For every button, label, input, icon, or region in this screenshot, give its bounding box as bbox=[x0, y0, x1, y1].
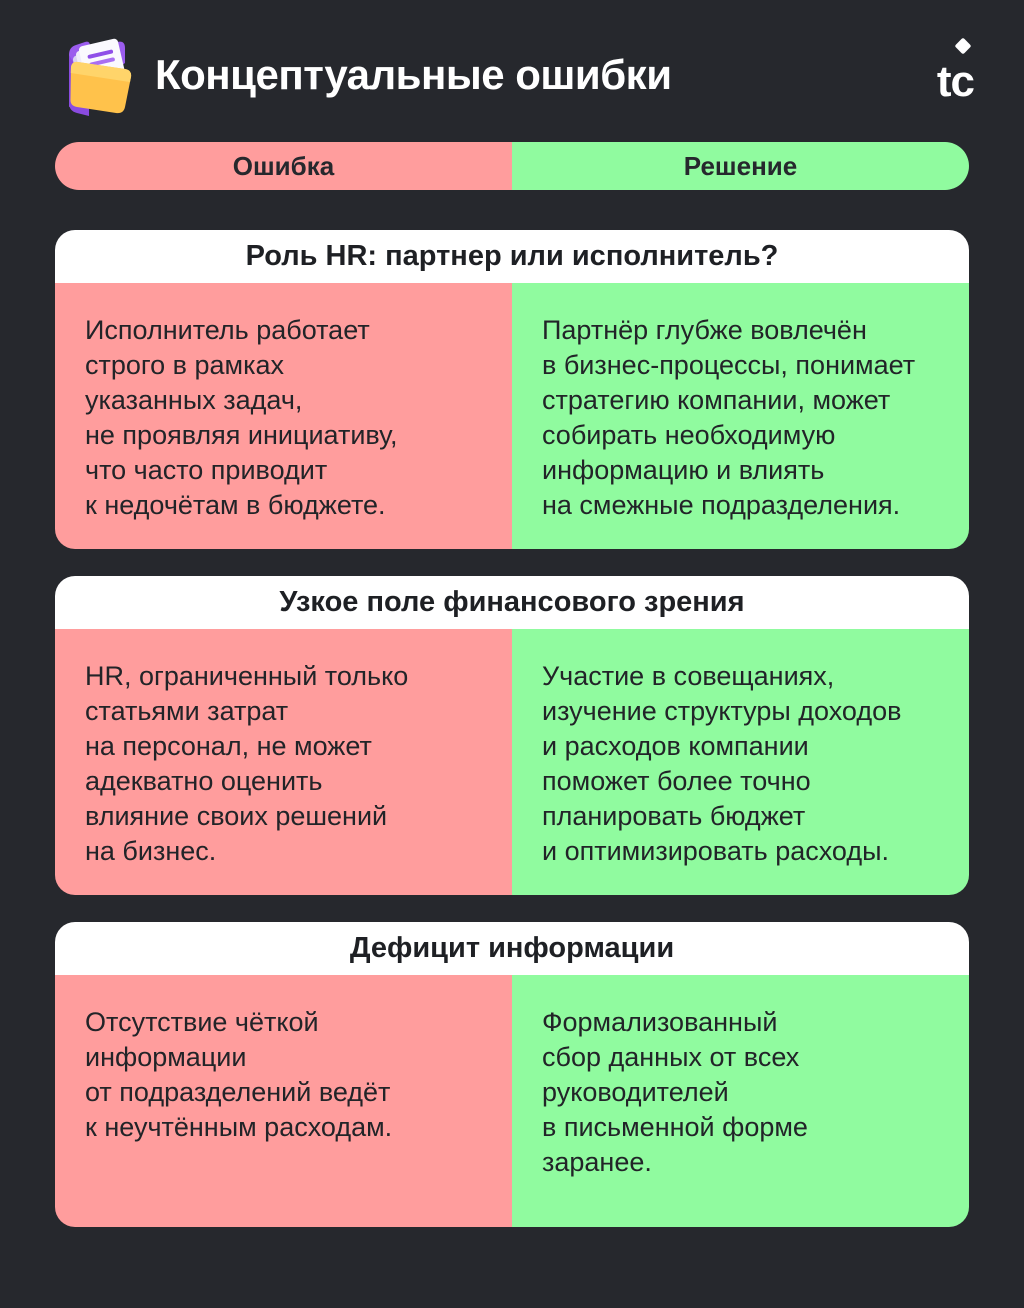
card-body: HR, ограниченный только статьями затрат … bbox=[55, 629, 969, 895]
solution-cell: Формализованный сбор данных от всех руко… bbox=[512, 975, 969, 1227]
solution-cell: Участие в совещаниях, изучение структуры… bbox=[512, 629, 969, 895]
column-header-solution: Решение bbox=[512, 142, 969, 190]
infographic-page: Концептуальные ошибки tc Ошибка Решение … bbox=[0, 28, 1024, 1308]
column-headers: Ошибка Решение bbox=[55, 142, 969, 190]
logo-text: tc bbox=[936, 57, 975, 106]
card-title: Узкое поле финансового зрения bbox=[55, 576, 969, 629]
column-header-error: Ошибка bbox=[55, 142, 512, 190]
card-body: Исполнитель работает строго в рамках ука… bbox=[55, 283, 969, 549]
card-hr-role: Роль HR: партнер или исполнитель? Исполн… bbox=[55, 230, 969, 549]
card-title: Дефицит информации bbox=[55, 922, 969, 975]
error-cell: HR, ограниченный только статьями затрат … bbox=[55, 629, 512, 895]
card-information-deficit: Дефицит информации Отсутствие чёткой инф… bbox=[55, 922, 969, 1227]
card-title: Роль HR: партнер или исполнитель? bbox=[55, 230, 969, 283]
solution-cell: Партнёр глубже вовлечён в бизнес-процесс… bbox=[512, 283, 969, 549]
folder-icon bbox=[69, 38, 132, 116]
header: Концептуальные ошибки tc bbox=[55, 28, 975, 122]
cards-list: Роль HR: партнер или исполнитель? Исполн… bbox=[55, 230, 969, 1227]
error-label: Ошибка bbox=[232, 150, 335, 181]
tc-logo: tc bbox=[936, 37, 975, 106]
error-cell: Исполнитель работает строго в рамках ука… bbox=[55, 283, 512, 549]
card-body: Отсутствие чёткой информации от подразде… bbox=[55, 975, 969, 1227]
page-title: Концептуальные ошибки bbox=[155, 51, 672, 98]
card-narrow-finance-view: Узкое поле финансового зрения HR, ограни… bbox=[55, 576, 969, 895]
error-cell: Отсутствие чёткой информации от подразде… bbox=[55, 975, 512, 1227]
solution-label: Решение bbox=[683, 150, 798, 181]
logo-diamond-icon bbox=[954, 37, 972, 55]
